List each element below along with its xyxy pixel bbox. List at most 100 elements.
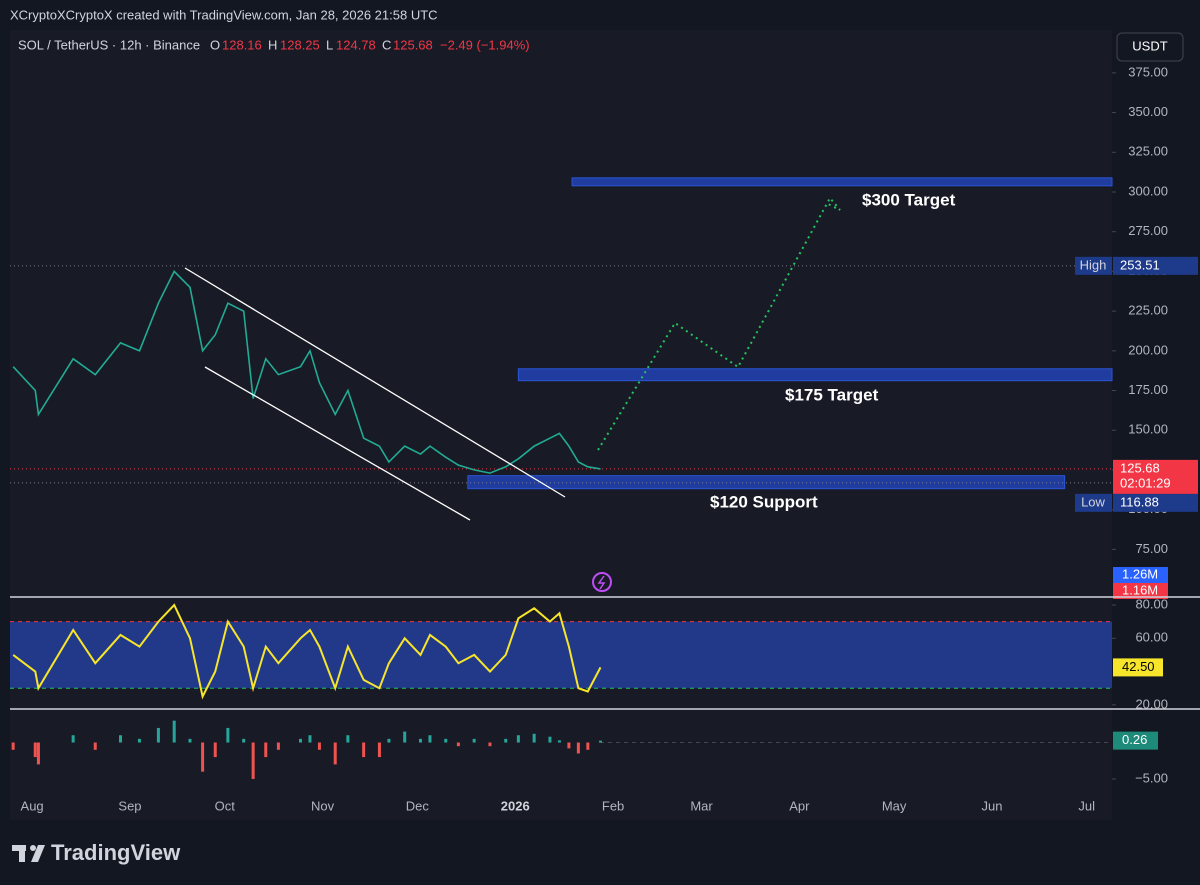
plot-background	[10, 30, 1112, 820]
histogram-bar	[387, 738, 391, 743]
high-value: 253.51	[1120, 257, 1160, 272]
histogram-bar	[71, 735, 75, 743]
rsi-box	[1113, 658, 1163, 677]
histogram-bar	[308, 735, 312, 743]
y-tick-label: −5.00	[1135, 770, 1168, 785]
y-tick-label: 60.00	[1135, 630, 1168, 645]
ohlc-label: H	[268, 37, 277, 52]
ohlc-value: 128.25	[280, 37, 320, 52]
logo-icon	[30, 845, 36, 851]
x-tick-label: Jul	[1078, 798, 1095, 813]
histogram-bar	[333, 742, 337, 765]
channel-line	[204, 366, 471, 521]
y-tick-label: 300.00	[1128, 183, 1168, 198]
histogram-bar	[242, 738, 246, 743]
histogram-bar	[226, 727, 230, 743]
y-tick-label: 200.00	[1128, 342, 1168, 357]
zone	[517, 368, 1113, 382]
histogram-bar	[472, 738, 476, 743]
ohlc-label: L	[326, 37, 333, 52]
volume-box	[1113, 567, 1168, 583]
low-tag	[1075, 493, 1112, 512]
ohlc-value: 124.78	[336, 37, 376, 52]
low-value: 116.88	[1120, 494, 1159, 509]
currency-button[interactable]	[1116, 32, 1184, 62]
histogram-bar	[276, 742, 280, 750]
x-tick-label: Aug	[21, 798, 44, 813]
logo-text: TradingView	[51, 840, 181, 865]
histogram-bar	[586, 742, 590, 750]
histogram-bar	[557, 740, 561, 743]
histogram-bar	[201, 742, 205, 772]
y-tick-label: 275.00	[1128, 223, 1168, 238]
histogram-bar	[213, 742, 217, 758]
histogram-bar	[137, 738, 141, 743]
countdown: 02:01:29	[1120, 475, 1171, 490]
histogram-bar	[346, 735, 350, 743]
zone-label: $300 Target	[862, 190, 956, 209]
histogram-bar	[488, 742, 492, 747]
histogram-bar	[11, 742, 15, 750]
histogram-bar	[172, 720, 176, 743]
high-tag-label: High	[1080, 257, 1107, 272]
y-tick-label: 375.00	[1128, 64, 1168, 79]
channel-line	[184, 267, 566, 498]
histogram-bar	[418, 738, 422, 743]
histogram-bar	[403, 731, 407, 743]
low-tag-label: Low	[1081, 494, 1105, 509]
zone-label: $175 Target	[785, 385, 879, 404]
y-tick-label: 150.00	[1128, 422, 1168, 437]
y-tick-label: 20.00	[1135, 696, 1168, 711]
ohlc: O 128.16 H 128.25 L 124.78 C 125.68 −2.4…	[210, 37, 530, 52]
volume-box	[1113, 583, 1168, 599]
histogram-bar	[33, 742, 37, 758]
histogram-bar	[377, 742, 381, 758]
x-tick-label: 2026	[501, 798, 530, 813]
histogram-bar	[119, 735, 123, 743]
x-tick-label: May	[882, 798, 907, 813]
y-tick-label: 325.00	[1128, 144, 1168, 159]
x-tick-label: Oct	[215, 798, 236, 813]
rsi-value: 42.50	[1122, 659, 1155, 674]
event-icon	[592, 572, 612, 592]
logo-icon	[19, 845, 25, 862]
event-icon	[597, 575, 606, 590]
histogram-bar	[504, 738, 508, 743]
histogram-bar	[444, 738, 448, 743]
last-price-box	[1113, 459, 1198, 494]
last-price: 125.68	[1120, 460, 1160, 475]
macd-box	[1113, 731, 1158, 750]
price-line	[12, 270, 601, 474]
histogram-bar	[516, 735, 520, 743]
histogram-bar	[36, 742, 40, 765]
currency[interactable]: USDT	[1132, 38, 1167, 53]
header: XCryptoXCryptoX created with TradingView…	[10, 7, 438, 22]
ohlc-label: C	[382, 37, 391, 52]
ohlc-value: 128.16	[222, 37, 262, 52]
zone	[467, 475, 1066, 490]
rsi-line	[12, 603, 602, 700]
ohlc-value: 125.68	[393, 37, 433, 52]
x-tick-label: Jun	[982, 798, 1003, 813]
histogram-bar	[567, 742, 571, 749]
histogram-bar	[317, 742, 321, 750]
ohlc-label: O	[210, 37, 220, 52]
histogram-bar	[93, 742, 97, 750]
histogram-bar	[251, 742, 255, 779]
zone	[571, 177, 1113, 187]
histogram-bar	[156, 727, 160, 743]
x-tick-label: Dec	[406, 798, 430, 813]
histogram-bar	[456, 742, 460, 747]
volume-label: 1.16M	[1122, 582, 1158, 597]
x-tick-label: Nov	[311, 798, 335, 813]
macd-value: 0.26	[1122, 732, 1147, 747]
histogram-bar	[598, 740, 602, 743]
y-tick-label: 350.00	[1128, 104, 1168, 119]
histogram-bar	[548, 736, 552, 743]
histogram-bar	[362, 742, 366, 758]
histogram-bar	[428, 735, 432, 743]
histogram-bar	[576, 742, 580, 754]
volume-label: 1.26M	[1122, 566, 1158, 581]
zone-label: $120 Support	[710, 492, 818, 511]
